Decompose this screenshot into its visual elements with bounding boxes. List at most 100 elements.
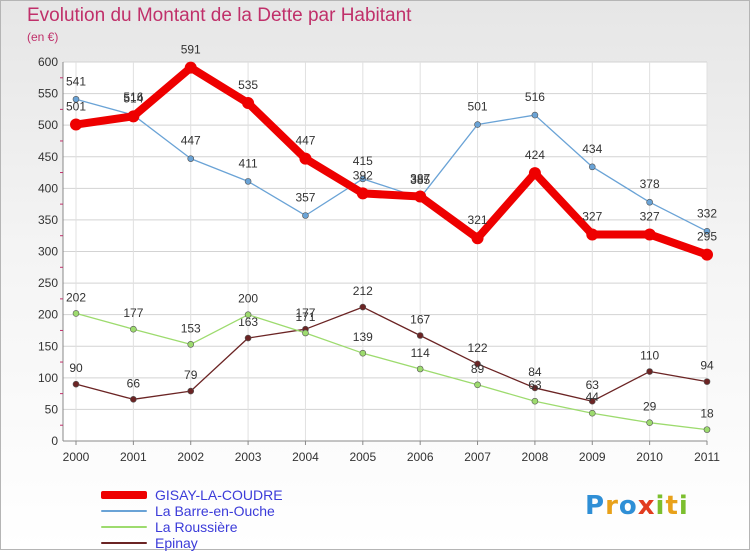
data-label: 501 bbox=[468, 100, 488, 114]
data-point bbox=[471, 232, 484, 245]
data-label: 163 bbox=[238, 315, 258, 329]
data-point bbox=[72, 95, 80, 103]
data-point bbox=[127, 110, 140, 123]
x-tick-label: 2009 bbox=[579, 450, 606, 464]
y-tick-label: 400 bbox=[38, 181, 58, 195]
legend-item: La Roussière bbox=[101, 519, 283, 535]
data-point bbox=[244, 311, 252, 318]
data-label: 89 bbox=[471, 362, 485, 376]
x-tick-label: 2005 bbox=[349, 450, 376, 464]
data-point bbox=[531, 111, 539, 119]
data-label: 18 bbox=[700, 407, 714, 421]
data-point bbox=[416, 365, 424, 373]
data-label: 385 bbox=[410, 173, 430, 187]
y-tick-label: 500 bbox=[38, 118, 58, 132]
data-point bbox=[356, 187, 369, 200]
x-tick-label: 2004 bbox=[292, 450, 319, 464]
data-label: 295 bbox=[697, 230, 717, 244]
legend: GISAY-LA-COUDRE La Barre-en-Ouche La Rouss… bbox=[101, 487, 283, 551]
legend-swatch bbox=[101, 510, 147, 512]
data-point bbox=[72, 380, 80, 388]
data-label: 212 bbox=[353, 284, 373, 298]
data-point bbox=[588, 397, 596, 405]
y-tick-label: 100 bbox=[38, 371, 58, 385]
data-label: 63 bbox=[528, 378, 542, 392]
y-tick-label: 600 bbox=[38, 55, 58, 69]
unit-note: (en €) bbox=[27, 30, 59, 44]
data-point bbox=[184, 61, 197, 74]
logo-letter: x bbox=[637, 491, 656, 521]
data-label: 114 bbox=[411, 346, 430, 360]
y-tick-label: 250 bbox=[38, 276, 58, 290]
data-label: 79 bbox=[184, 368, 198, 382]
legend-swatch bbox=[101, 491, 147, 499]
legend-swatch bbox=[101, 542, 147, 544]
data-point bbox=[359, 303, 367, 311]
y-tick-label: 350 bbox=[38, 213, 58, 227]
y-tick-label: 50 bbox=[45, 402, 59, 416]
data-label: 200 bbox=[238, 292, 258, 306]
data-label: 424 bbox=[525, 148, 545, 162]
data-point bbox=[531, 384, 539, 392]
data-label: 171 bbox=[295, 310, 315, 324]
data-label: 535 bbox=[238, 78, 258, 92]
data-point bbox=[531, 397, 539, 405]
y-tick-label: 200 bbox=[38, 308, 58, 322]
data-label: 411 bbox=[239, 156, 258, 170]
data-label: 378 bbox=[640, 177, 660, 191]
data-label: 415 bbox=[353, 154, 373, 168]
legend-item: La Barre-en-Ouche bbox=[101, 503, 283, 519]
data-label: 110 bbox=[640, 349, 659, 363]
data-point bbox=[703, 426, 711, 433]
data-label: 447 bbox=[181, 134, 201, 148]
data-label: 321 bbox=[468, 213, 488, 227]
logo-letter: r bbox=[605, 491, 619, 521]
y-tick-label: 300 bbox=[38, 245, 58, 259]
logo-letter: P bbox=[585, 491, 606, 521]
data-point bbox=[242, 97, 255, 110]
legend-label: La Roussière bbox=[155, 519, 238, 535]
data-label: 591 bbox=[181, 43, 201, 57]
data-point bbox=[416, 332, 424, 339]
data-point bbox=[244, 178, 252, 185]
data-label: 514 bbox=[123, 91, 143, 105]
data-point bbox=[703, 227, 711, 235]
data-point bbox=[187, 155, 195, 162]
data-label: 153 bbox=[181, 321, 201, 335]
data-point bbox=[130, 396, 137, 403]
series-line bbox=[75, 312, 708, 431]
series-line bbox=[75, 306, 708, 402]
data-label: 434 bbox=[582, 142, 602, 156]
data-point bbox=[414, 190, 427, 203]
data-label: 516 bbox=[123, 90, 143, 104]
data-point bbox=[646, 368, 653, 375]
x-tick-label: 2008 bbox=[522, 450, 549, 464]
x-tick-label: 2011 bbox=[694, 450, 720, 464]
x-tick-label: 2003 bbox=[235, 450, 262, 464]
x-tick-label: 2001 bbox=[120, 450, 147, 464]
data-label: 90 bbox=[69, 361, 83, 375]
data-label: 29 bbox=[643, 400, 657, 414]
legend-label: Epinay bbox=[155, 535, 198, 551]
data-point bbox=[299, 152, 312, 165]
data-label: 94 bbox=[700, 359, 714, 373]
logo-letter: o bbox=[618, 491, 638, 521]
data-label: 327 bbox=[640, 209, 660, 223]
data-label: 44 bbox=[586, 390, 600, 404]
series-line bbox=[75, 98, 708, 232]
data-point bbox=[528, 167, 541, 180]
x-tick-label: 2002 bbox=[177, 450, 204, 464]
data-label: 392 bbox=[353, 168, 373, 182]
x-tick-label: 2007 bbox=[464, 450, 491, 464]
y-tick-label: 0 bbox=[51, 434, 58, 448]
chart-title: Evolution du Montant de la Dette par Hab… bbox=[27, 5, 412, 26]
data-point bbox=[474, 360, 481, 368]
series-line bbox=[72, 63, 711, 259]
data-point bbox=[359, 349, 367, 357]
data-point bbox=[646, 419, 653, 426]
data-label: 332 bbox=[697, 206, 717, 220]
x-tick-label: 2000 bbox=[63, 450, 90, 464]
data-point bbox=[130, 325, 137, 333]
data-point bbox=[187, 387, 195, 395]
